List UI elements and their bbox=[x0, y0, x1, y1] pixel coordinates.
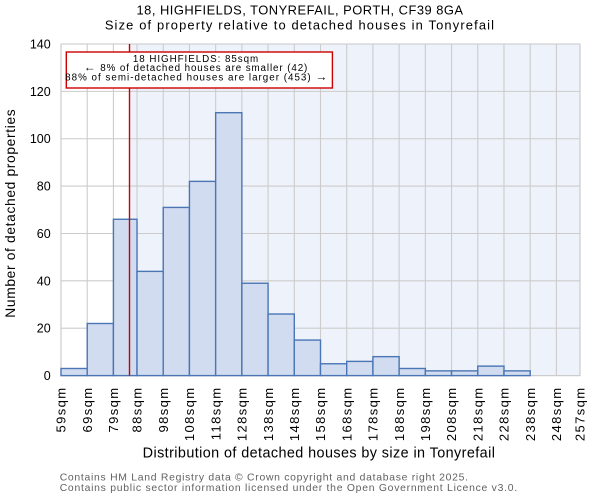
svg-text:40: 40 bbox=[37, 274, 51, 288]
svg-text:Distribution of detached house: Distribution of detached houses by size … bbox=[143, 446, 496, 462]
svg-text:228sqm: 228sqm bbox=[497, 386, 512, 441]
svg-text:88% of semi-detached houses ar: 88% of semi-detached houses are larger (… bbox=[65, 69, 328, 83]
svg-text:178sqm: 178sqm bbox=[366, 387, 381, 442]
svg-text:80: 80 bbox=[37, 180, 51, 194]
svg-text:218sqm: 218sqm bbox=[470, 387, 485, 442]
svg-text:59sqm: 59sqm bbox=[54, 387, 69, 433]
svg-text:69sqm: 69sqm bbox=[80, 387, 95, 433]
svg-text:168sqm: 168sqm bbox=[339, 387, 354, 442]
svg-text:0: 0 bbox=[44, 369, 51, 383]
svg-text:Size of property relative to d: Size of property relative to detached ho… bbox=[105, 17, 495, 32]
svg-text:108sqm: 108sqm bbox=[182, 387, 197, 442]
svg-text:148sqm: 148sqm bbox=[287, 387, 302, 442]
svg-text:138sqm: 138sqm bbox=[261, 387, 276, 442]
svg-text:158sqm: 158sqm bbox=[313, 387, 328, 442]
svg-text:257sqm: 257sqm bbox=[573, 387, 588, 442]
svg-text:100: 100 bbox=[30, 132, 51, 146]
svg-text:198sqm: 198sqm bbox=[418, 387, 433, 442]
svg-text:188sqm: 188sqm bbox=[392, 387, 407, 442]
svg-text:Contains HM Land Registry data: Contains HM Land Registry data © Crown c… bbox=[60, 472, 469, 483]
svg-text:118sqm: 118sqm bbox=[208, 387, 223, 441]
svg-text:79sqm: 79sqm bbox=[106, 387, 121, 433]
svg-text:248sqm: 248sqm bbox=[549, 387, 564, 442]
svg-text:238sqm: 238sqm bbox=[523, 387, 538, 442]
svg-text:60: 60 bbox=[37, 227, 51, 241]
svg-text:Contains public sector informa: Contains public sector information licen… bbox=[60, 483, 518, 494]
svg-text:128sqm: 128sqm bbox=[235, 387, 250, 442]
svg-text:Number of detached properties: Number of detached properties bbox=[3, 109, 18, 318]
svg-text:208sqm: 208sqm bbox=[444, 387, 459, 442]
svg-text:88sqm: 88sqm bbox=[130, 387, 145, 433]
svg-text:18 HIGHFIELDS: 85sqm: 18 HIGHFIELDS: 85sqm bbox=[133, 54, 259, 65]
svg-text:20: 20 bbox=[37, 322, 51, 336]
svg-text:120: 120 bbox=[30, 85, 51, 99]
svg-text:← 8% of detached houses are sm: ← 8% of detached houses are smaller (42) bbox=[84, 60, 308, 74]
svg-text:140: 140 bbox=[30, 38, 51, 52]
svg-text:18, HIGHFIELDS, TONYREFAIL, PO: 18, HIGHFIELDS, TONYREFAIL, PORTH, CF39 … bbox=[137, 3, 464, 18]
svg-text:98sqm: 98sqm bbox=[156, 387, 171, 433]
